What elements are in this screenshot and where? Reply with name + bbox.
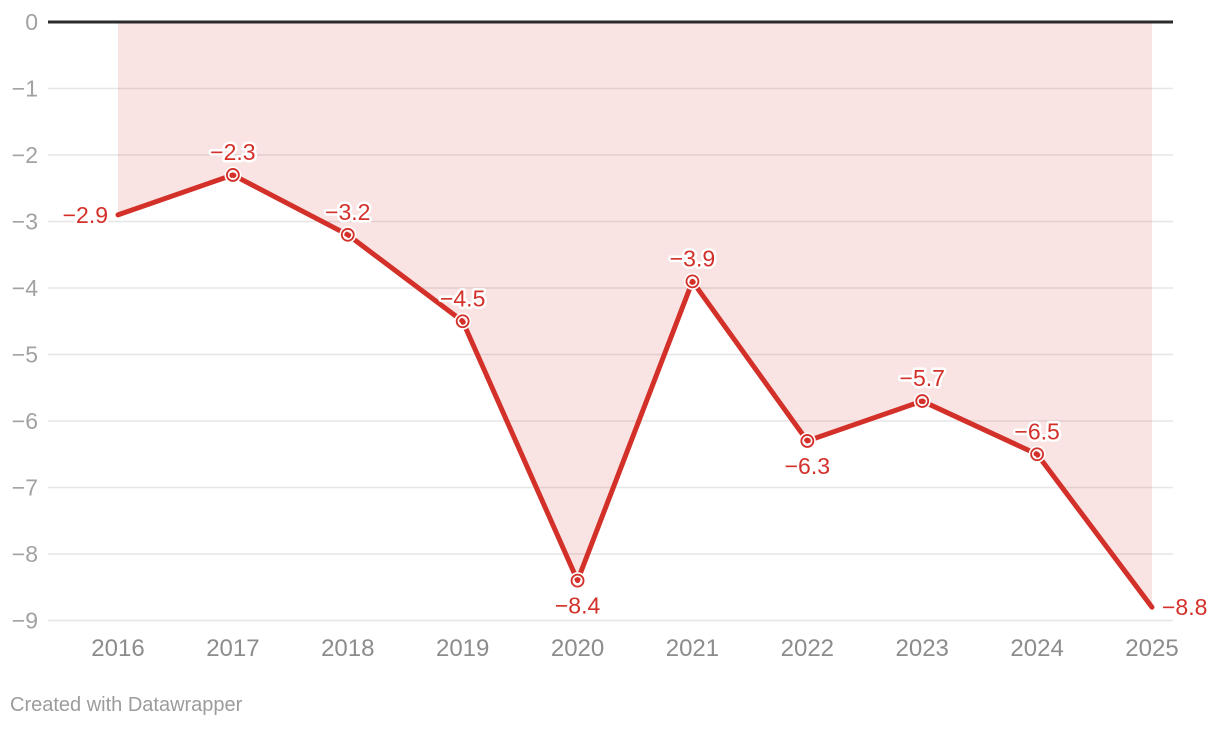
gridlines-group: [48, 87, 1173, 622]
datawrapper-attribution: Created with Datawrapper: [10, 694, 243, 716]
x-axis-tick-label: 2017: [206, 635, 259, 662]
x-axis-tick-label: 2025: [1125, 635, 1178, 662]
y-axis-tick-label: −2: [12, 142, 38, 168]
data-point-marker: [800, 434, 815, 448]
data-line: [115, 172, 1155, 610]
data-point-marker: [915, 394, 930, 408]
x-axis-tick-label: 2016: [91, 635, 144, 662]
y-axis-tick-label: 0: [25, 9, 38, 35]
value-label: −2.3: [210, 139, 255, 165]
x-axis-tick-label: 2021: [666, 635, 719, 662]
y-axis-tick-label: −5: [12, 342, 38, 368]
area-fill-group: [118, 22, 1152, 608]
value-label: −5.7: [900, 365, 945, 391]
y-axis-tick-label: −8: [12, 541, 38, 567]
x-axis-tick-label: 2020: [551, 635, 604, 662]
value-label: −8.8: [1162, 594, 1207, 620]
y-axis-tick-label: −3: [12, 209, 38, 235]
data-point-marker: [1030, 447, 1045, 462]
data-point-marker: [685, 274, 700, 289]
value-label: −6.5: [1014, 418, 1059, 444]
value-label: −6.3: [785, 453, 830, 479]
value-label: −3.2: [325, 199, 370, 225]
data-point-marker: [225, 168, 240, 182]
x-axis-tick-label: 2019: [436, 635, 489, 662]
y-axis-tick-label: −7: [12, 475, 38, 501]
value-labels-group: −2.9 −2.3 −3.2 −4.5 −8.4 −3.9 −6.3 −5.7 −6.5 −8.8: [60, 136, 1210, 622]
data-point-marker: [455, 314, 470, 329]
y-axis-tick-label: −9: [12, 608, 38, 634]
markers-group: [224, 166, 1046, 590]
data-point-marker: [340, 227, 355, 242]
x-axis-tick-label: 2022: [781, 635, 834, 662]
value-label: −2.9: [63, 202, 108, 228]
data-point-marker: [570, 573, 585, 588]
data-line-group: [115, 172, 1155, 610]
x-axis-tick-label: 2024: [1010, 635, 1063, 662]
y-axis-tick-label: −6: [12, 408, 38, 434]
area-fill: [118, 22, 1152, 608]
value-label: −8.4: [555, 593, 601, 619]
value-label: −4.5: [440, 285, 485, 311]
x-axis-tick-label: 2023: [896, 635, 949, 662]
axis-group: 0 −1 −2 −3 −4 −5 −6 −7 −8 −9 2016 2017 2018 2019 2020 2…: [12, 9, 1179, 662]
y-axis-tick-label: −1: [12, 76, 38, 102]
x-axis-tick-label: 2018: [321, 635, 374, 662]
value-label: −3.9: [670, 245, 715, 271]
y-axis-tick-label: −4: [12, 275, 38, 301]
